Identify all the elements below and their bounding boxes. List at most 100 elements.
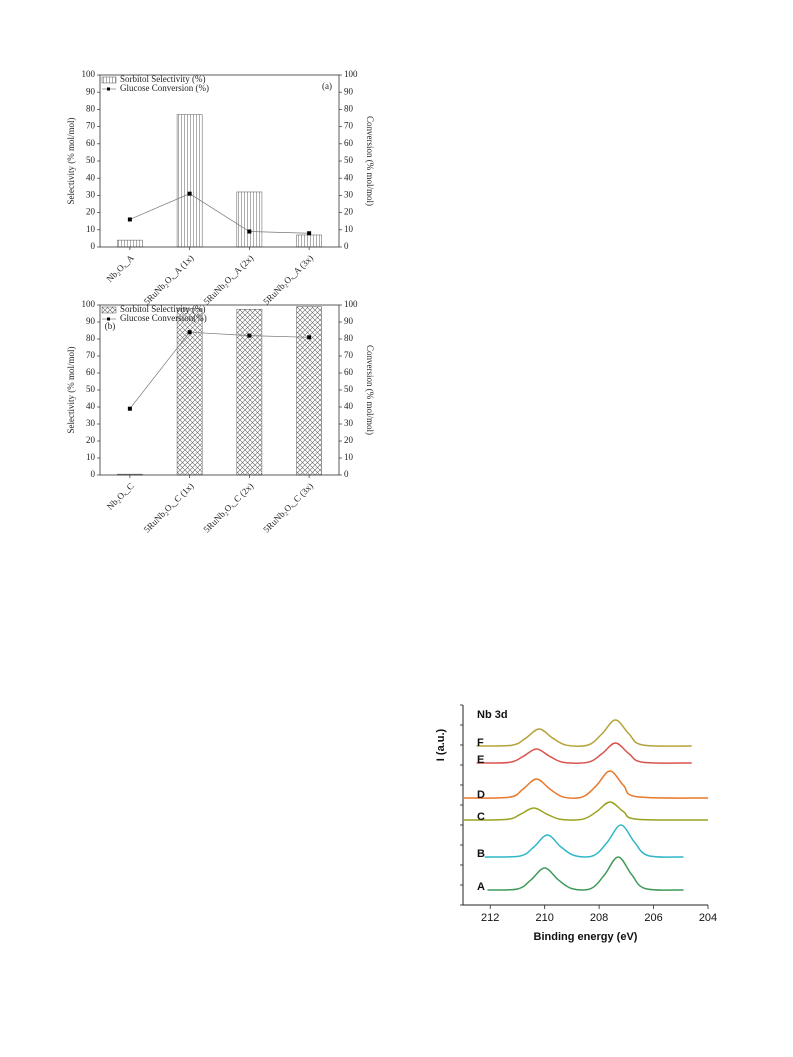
y-tick-label: 60	[86, 138, 96, 148]
x-tick-label: 204	[699, 912, 717, 924]
y2-tick-label: 0	[344, 241, 349, 251]
bar	[117, 239, 143, 248]
conversion-marker	[247, 229, 252, 234]
x-tick-label: 5RuNb₂Oₓ_C (3x)	[261, 481, 315, 535]
y2-tick-label: 100	[344, 69, 358, 79]
y2-tick-label: 50	[344, 155, 354, 165]
y-tick-label: 100	[82, 69, 96, 79]
y-tick-label: 90	[86, 316, 96, 326]
y-tick-label: 80	[86, 103, 96, 113]
conversion-marker	[247, 333, 252, 338]
y2-tick-label: 20	[344, 435, 354, 445]
y-axis-label: Selectivity (% mol/mol)	[66, 118, 76, 205]
x-tick-label: 5RuNb₂Oₓ_A (1x)	[142, 253, 196, 307]
y-tick-label: 40	[86, 401, 96, 411]
bar	[296, 306, 322, 476]
x-tick-label: 5RuNb₂Oₓ_A (2x)	[202, 253, 256, 307]
x-tick-label: 5RuNb₂Oₓ_A (3x)	[261, 253, 315, 307]
y2-tick-label: 70	[344, 350, 354, 360]
conversion-marker	[187, 330, 192, 335]
x-tick-label: 212	[481, 912, 499, 924]
y-tick-label: 10	[86, 452, 96, 462]
y2-tick-label: 80	[344, 103, 354, 113]
y-tick-label: 30	[86, 189, 96, 199]
bar	[296, 234, 322, 248]
annotation: (b)	[105, 321, 116, 331]
y-axis-label: I (a.u.)	[435, 728, 447, 761]
x-tick-label: 208	[590, 912, 608, 924]
spectrum	[487, 856, 684, 891]
y2-tick-label: 80	[344, 333, 354, 343]
y2-tick-label: 30	[344, 189, 354, 199]
annotation: (a)	[322, 81, 332, 91]
legend-label: Sorbitol Selectivity (%)	[120, 304, 206, 314]
x-tick-label: 206	[644, 912, 662, 924]
trace-label: A	[477, 881, 485, 893]
bar	[176, 114, 203, 248]
spectrum	[476, 742, 692, 764]
y2-axis-label: Conversion (% mol/mol)	[365, 116, 375, 206]
y-tick-label: 50	[86, 155, 96, 165]
bar	[236, 191, 263, 248]
chart-xps: 212 210 208 206 204 A B CD EF Nb 3d Binding energy…	[435, 704, 717, 943]
legend-marker	[107, 317, 110, 321]
spectrum	[476, 719, 692, 747]
x-tick-label: 5RuNb₂Oₓ_C (1x)	[142, 481, 196, 535]
legend-swatch	[101, 76, 117, 84]
y2-tick-label: 90	[344, 86, 354, 96]
legend-label: Sorbitol Selectivity (%)	[120, 74, 206, 84]
y-tick-label: 70	[86, 121, 96, 131]
y2-tick-label: 40	[344, 172, 354, 182]
y2-tick-label: 10	[344, 224, 354, 234]
y-tick-label: 10	[86, 224, 96, 234]
y2-tick-label: 30	[344, 418, 354, 428]
legend-label: Glucose Conversion(%)	[120, 313, 207, 323]
spectrum	[462, 770, 709, 799]
y2-tick-label: 90	[344, 316, 354, 326]
x-tick-label: 5RuNb₂Oₓ_C (2x)	[202, 481, 256, 535]
conversion-line	[129, 193, 310, 234]
conversion-marker	[307, 335, 312, 340]
y-tick-label: 100	[82, 299, 96, 309]
y-tick-label: 20	[86, 207, 96, 217]
y-tick-label: 20	[86, 435, 96, 445]
y2-axis-label: Conversion (% mol/mol)	[365, 345, 375, 435]
y2-tick-label: 70	[344, 121, 354, 131]
y2-tick-label: 100	[344, 299, 358, 309]
chart-b: 0 10 20 30 40 50 60 70 80 90 100 0 10 20 30 40 50 60 70 80 9…	[66, 299, 375, 534]
trace-label: B	[477, 848, 485, 860]
x-axis-label: Binding energy (eV)	[534, 931, 638, 943]
trace-label: D	[477, 789, 485, 801]
y2-tick-label: 10	[344, 452, 354, 462]
y-tick-label: 0	[91, 241, 96, 251]
y-tick-label: 80	[86, 333, 96, 343]
y2-tick-label: 60	[344, 138, 354, 148]
spectrum	[462, 801, 709, 821]
y-tick-label: 70	[86, 350, 96, 360]
y-axis-label: Selectivity (% mol/mol)	[66, 347, 76, 434]
trace-label: F	[477, 737, 484, 749]
legend-swatch	[101, 306, 117, 314]
legend-marker	[107, 87, 110, 91]
legend-label: Glucose Conversion (%)	[120, 83, 209, 93]
y2-tick-label: 40	[344, 401, 354, 411]
y2-tick-label: 50	[344, 384, 354, 394]
chart-title: Nb 3d	[477, 709, 508, 721]
spectrum	[484, 824, 684, 858]
plot-frame	[99, 74, 340, 248]
y-tick-label: 50	[86, 384, 96, 394]
y-tick-label: 40	[86, 172, 96, 182]
x-tick-label: Nb₂Oₓ_A	[104, 252, 136, 284]
y-tick-label: 30	[86, 418, 96, 428]
y-tick-label: 90	[86, 86, 96, 96]
x-tick-label: Nb₂Oₓ_C	[105, 481, 136, 512]
y-tick-label: 0	[91, 469, 96, 479]
y2-tick-label: 20	[344, 207, 354, 217]
y2-tick-label: 0	[344, 469, 349, 479]
x-tick-label: 210	[535, 912, 553, 924]
trace-label: E	[477, 754, 484, 766]
conversion-line	[129, 331, 310, 409]
axes	[462, 705, 708, 906]
conversion-marker	[127, 217, 132, 222]
